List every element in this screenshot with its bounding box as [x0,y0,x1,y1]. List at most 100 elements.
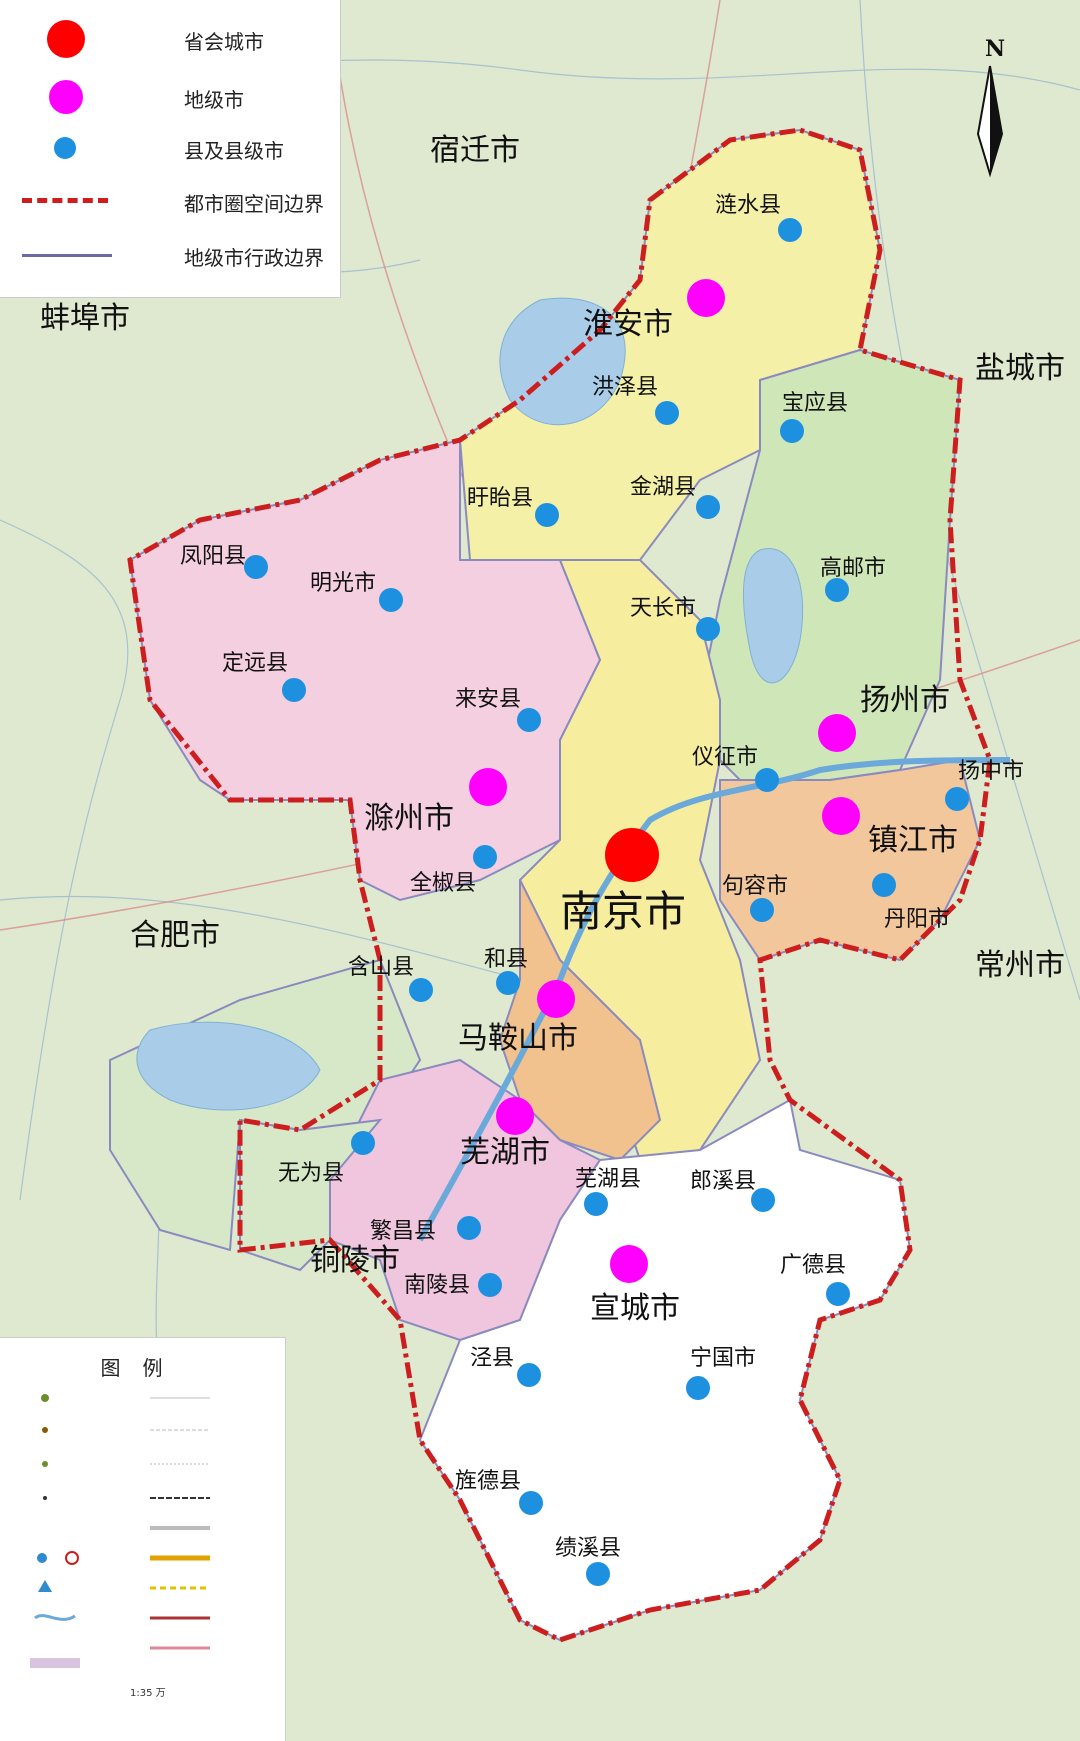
prefecture-dot [822,797,860,835]
county-dot [535,503,559,527]
county-label: 含山县 [348,955,414,980]
county-label: 扬中市 [958,759,1024,784]
county-labels: 涟水县 洪泽县 宝应县 盱眙县 金湖县 凤阳县 明光市 高邮市 天长市 定远县 … [180,193,1024,1561]
yangtze-river [417,757,1011,1242]
capital-dot [605,828,659,882]
county-label: 金湖县 [630,475,696,500]
county-dot [825,578,849,602]
county-dot [351,1131,375,1155]
legend-item: 地级市 [0,76,340,116]
county-label: 洪泽县 [592,375,658,400]
county-dot [517,1363,541,1387]
county-dot [244,555,268,579]
county-dot [457,1216,481,1240]
county-label: 和县 [484,947,528,972]
legend-label: 地级市行政边界 [184,246,324,270]
map-key-title: 图例 [100,1356,185,1380]
prefecture-label: 滁州市 [364,801,454,836]
county-dot [778,218,802,242]
county-dot [696,495,720,519]
chao-lake [136,1021,321,1111]
county-dot [755,768,779,792]
county-label: 无为县 [278,1161,344,1186]
region-zhenjiang [719,758,982,962]
legend-label: 都市圈空间边界 [184,192,324,216]
county-dot [780,419,804,443]
county-dot [826,1282,850,1306]
county-label: 繁昌县 [370,1219,436,1244]
county-label: 高邮市 [820,556,886,581]
region-tongling [239,1118,383,1272]
outside-region-label: 铜陵市 [310,1243,400,1278]
blue-line-boundary-icon [22,254,112,257]
county-dot [751,1188,775,1212]
prefecture-dot [537,980,575,1018]
blue-dot-icon [54,137,76,159]
prefecture-labels: 淮安市 扬州市 滁州市 镇江市 马鞍山市 芜湖市 宣城市 [364,307,958,1326]
county-dot [496,971,520,995]
prefecture-dot [469,768,507,806]
county-label: 泾县 [470,1346,514,1371]
legend-label: 县及县级市 [184,139,284,163]
county-label: 定远县 [222,651,288,676]
county-label: 宝应县 [782,391,848,416]
county-label: 芜湖县 [575,1167,641,1192]
county-dot [655,401,679,425]
county-dot [473,845,497,869]
legend-panel: 省会城市 地级市 县及县级市 都市圈空间边界 地级市行政边界 [0,0,341,298]
outside-region-label: 盐城市 [975,351,1065,386]
county-label: 句容市 [722,874,788,899]
map-key-symbols [30,1394,210,1668]
legend-item: 地级市行政边界 [0,234,340,274]
red-dashed-boundary-icon [22,198,108,203]
legend-item: 县及县级市 [0,127,340,167]
prefecture-label: 扬州市 [860,683,950,718]
county-dot [517,708,541,732]
county-label: 广德县 [780,1253,846,1278]
capital-label: 南京市 [560,887,686,936]
county-dot [584,1192,608,1216]
lakes [136,297,1011,1242]
prefecture-dot [610,1245,648,1283]
county-label: 丹阳市 [884,907,950,932]
county-dot [409,978,433,1002]
prefecture-dot [818,714,856,752]
county-label: 南陵县 [404,1273,470,1298]
prefecture-markers [469,279,860,1283]
county-dot [586,1562,610,1586]
legend-label: 地级市 [184,88,244,112]
prefecture-label: 宣城市 [590,1291,680,1326]
map-key-scale: 1:35 万 [130,1688,166,1699]
outside-region-labels: 宿迁市 蚌埠市 盐城市 合肥市 常州市 铜陵市 [40,133,1065,1278]
outside-region-label: 合肥市 [130,918,220,953]
legend-item: 都市圈空间边界 [0,180,340,220]
legend-label: 省会城市 [184,30,264,54]
county-dot [872,873,896,897]
county-label: 绩溪县 [555,1536,621,1561]
outside-region-label: 宿迁市 [430,133,520,168]
county-label: 凤阳县 [180,544,246,569]
prefecture-dot [687,279,725,317]
region-maanshan [498,879,662,1162]
county-label: 郎溪县 [690,1169,756,1194]
county-dot [282,678,306,702]
county-label: 涟水县 [715,193,781,218]
county-label: 天长市 [630,596,696,621]
outside-region-label: 蚌埠市 [40,301,130,336]
county-label: 宁国市 [690,1346,756,1371]
county-label: 仪征市 [692,745,758,770]
county-label: 旌德县 [455,1469,521,1494]
county-label: 明光市 [310,571,376,596]
county-label: 全椒县 [410,871,476,896]
county-dot [945,787,969,811]
county-dot [478,1273,502,1297]
county-markers [244,218,969,1586]
magenta-dot-icon [49,80,83,114]
map-key-panel: 图例 1:35 万 [0,1337,286,1741]
prefecture-label: 芜湖市 [460,1135,550,1170]
outside-region-label: 常州市 [975,948,1065,983]
county-dot [696,617,720,641]
county-dot [519,1491,543,1515]
compass-icon: N [976,36,1005,178]
